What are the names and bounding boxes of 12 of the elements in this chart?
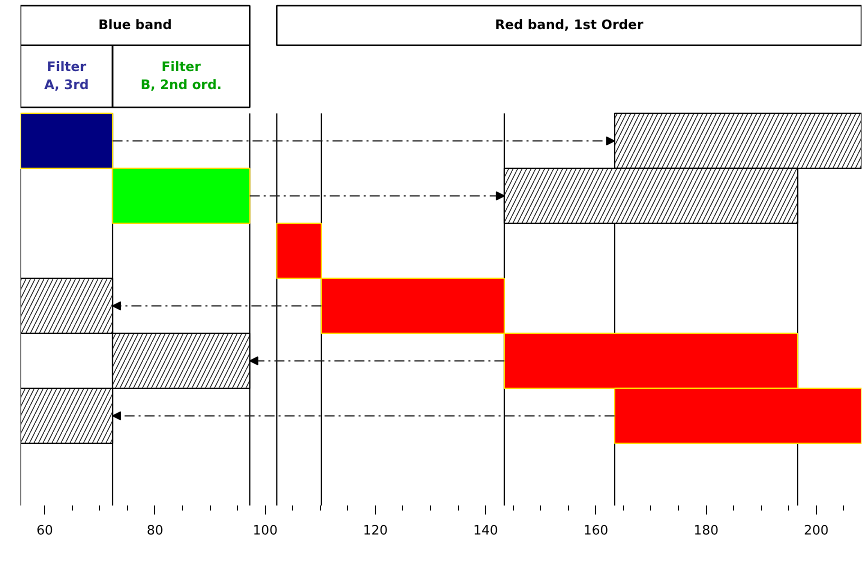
x-tick-label: 100 xyxy=(252,524,278,538)
x-tick-label: 120 xyxy=(363,524,388,538)
x-tick-label: 200 xyxy=(804,524,829,538)
x-tick-label: 80 xyxy=(146,524,164,538)
text: Filter B, 2nd ord. xyxy=(140,60,222,94)
x-tick-label: 140 xyxy=(473,524,498,538)
x-tick-label: 160 xyxy=(583,524,608,538)
text: Blue band xyxy=(98,18,172,33)
text: Filter A, 3rd xyxy=(44,60,89,94)
x-tick-label: 60 xyxy=(36,524,54,538)
x-tick-label: 180 xyxy=(694,524,719,538)
text: Red band, 1st Order xyxy=(494,18,644,33)
